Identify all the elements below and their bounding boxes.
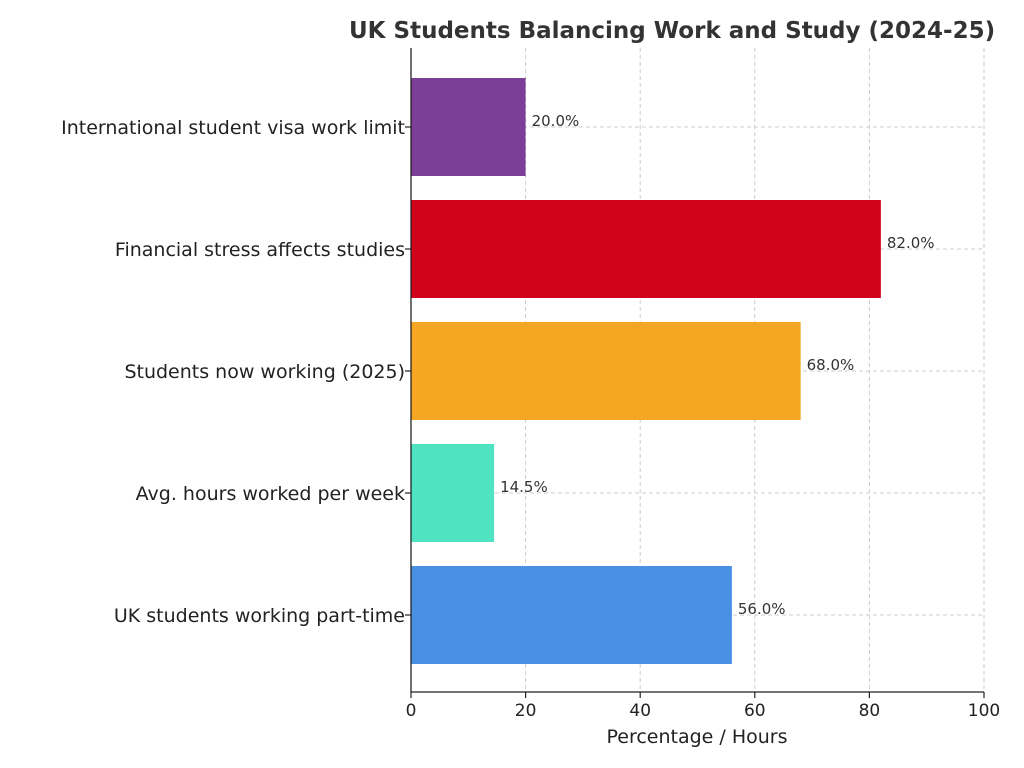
data-label: 20.0% <box>532 112 580 130</box>
bar <box>411 566 732 664</box>
y-tick-label: Avg. hours worked per week <box>136 483 405 505</box>
y-tick-labels: UK students working part-time Avg. hours … <box>61 117 411 627</box>
x-tick-labels: 0 20 40 60 80 100 <box>406 692 1000 721</box>
data-label: 82.0% <box>887 234 935 252</box>
y-tick-label: UK students working part-time <box>114 605 405 627</box>
data-labels: 56.0% 14.5% 68.0% 82.0% 20.0% <box>500 112 934 618</box>
y-tick-label: Financial stress affects studies <box>115 239 405 261</box>
x-axis-label: Percentage / Hours <box>606 726 787 748</box>
x-tick-label: 60 <box>744 701 766 721</box>
x-tick-label: 20 <box>515 701 537 721</box>
bars <box>411 78 881 664</box>
y-tick-label: Students now working (2025) <box>124 361 405 383</box>
chart-title: UK Students Balancing Work and Study (20… <box>349 18 995 44</box>
data-label: 56.0% <box>738 600 786 618</box>
bar <box>411 200 881 298</box>
bar <box>411 444 495 542</box>
x-tick-label: 80 <box>859 701 881 721</box>
x-tick-label: 100 <box>968 701 1000 721</box>
x-tick-label: 0 <box>406 701 417 721</box>
bar <box>411 322 801 420</box>
data-label: 14.5% <box>500 478 548 496</box>
y-tick-label: International student visa work limit <box>61 117 405 139</box>
bar <box>411 78 526 176</box>
x-tick-label: 40 <box>629 701 651 721</box>
data-label: 68.0% <box>807 356 855 374</box>
